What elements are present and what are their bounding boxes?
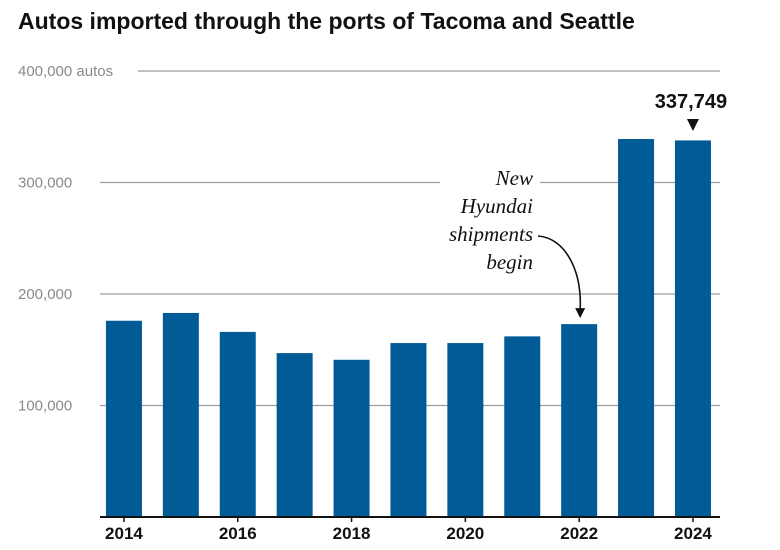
gridlines <box>100 70 720 407</box>
annotation-arrow-head <box>575 308 586 319</box>
x-tick-label: 2016 <box>219 524 257 543</box>
bar-2015 <box>162 312 199 517</box>
annotation-arrow-line <box>537 235 582 311</box>
bar-2016 <box>219 331 256 517</box>
annotation-line: New <box>495 166 533 190</box>
bar-2018 <box>333 359 370 517</box>
annotation-line: begin <box>486 250 533 274</box>
chart-title: Autos imported through the ports of Taco… <box>18 8 635 34</box>
callout-value: 337,749 <box>655 91 727 113</box>
annotation-line: shipments <box>449 222 533 246</box>
bar-2021 <box>504 336 541 517</box>
bars <box>105 139 711 518</box>
x-tick-label: 2014 <box>105 524 143 543</box>
bar-2022 <box>561 324 598 517</box>
annotation-line: Hyundai <box>460 194 533 218</box>
x-tick-label: 2024 <box>674 524 712 543</box>
y-tick-label: 400,000 autos <box>18 63 113 80</box>
y-tick-label: 300,000 <box>18 175 72 192</box>
axes <box>100 516 720 522</box>
labels: 100,000 200,000 300,000 400,000 autos 2014 20… <box>18 63 727 543</box>
x-tick-label: 2022 <box>560 524 598 543</box>
bar-2019 <box>390 343 427 517</box>
bar-2023 <box>618 139 655 517</box>
annotation-backing <box>440 163 540 275</box>
y-tick-label: 200,000 <box>18 286 72 303</box>
x-tick-label: 2020 <box>446 524 484 543</box>
y-tick-label: 100,000 <box>18 398 72 415</box>
callout-arrow <box>686 119 699 131</box>
bar-2024 <box>674 140 711 518</box>
bar-2014 <box>105 320 142 517</box>
x-tick-label: 2018 <box>333 524 371 543</box>
bar-2020 <box>447 343 484 517</box>
bar-2017 <box>276 353 313 517</box>
